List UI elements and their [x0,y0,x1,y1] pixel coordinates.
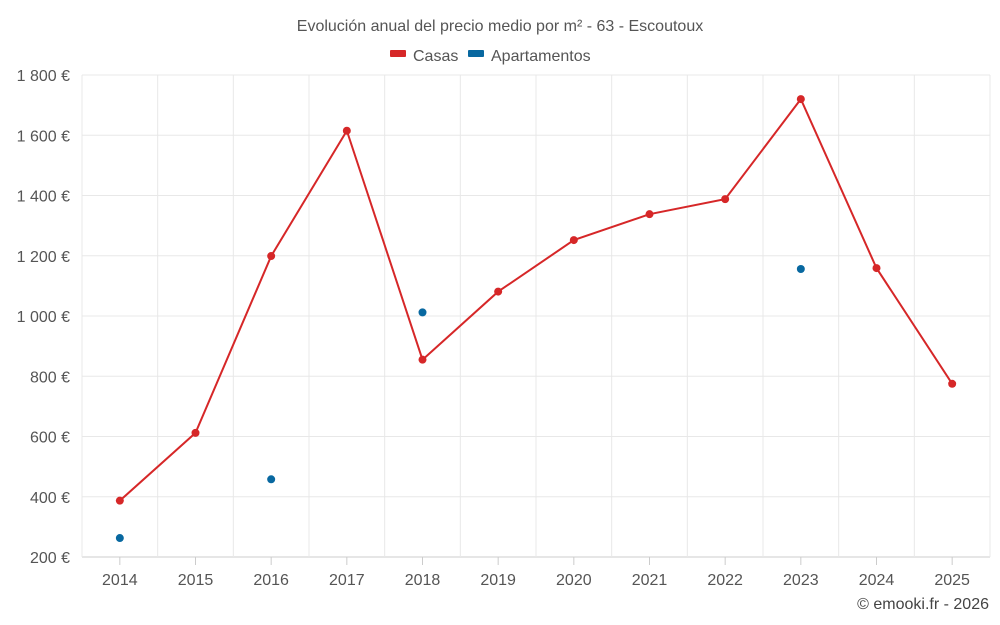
x-axis: 2014 2015 2016 2017 2018 2019 2020 2021 2022 2023… [102,557,970,589]
x-tick-label: 2014 [102,572,138,589]
x-tick-label: 2019 [480,572,516,589]
series-apartamentos [115,265,805,543]
x-tick-label: 2023 [783,572,819,589]
x-tick-label: 2020 [556,572,592,589]
y-tick-label: 200 € [30,550,70,567]
data-point [872,264,881,273]
chart-title: Evolución anual del precio medio por m² … [297,18,703,35]
credit: © emooki.fr - 2026 [857,596,989,613]
data-point [569,236,578,245]
x-tick-label: 2017 [329,572,365,589]
legend: Casas Apartamentos [390,48,591,65]
y-axis: 200 € 400 € 600 € 800 € 1 000 € 1 200 € 1 400 … [17,68,70,567]
x-tick-label: 2015 [178,572,214,589]
data-point [115,534,124,543]
data-point [267,475,276,484]
legend-swatch [468,50,484,57]
data-point [342,126,351,135]
data-point [796,95,805,104]
data-point [796,265,805,274]
legend-label: Casas [413,48,458,65]
y-tick-label: 1 800 € [17,68,70,85]
y-tick-label: 1 200 € [17,249,70,266]
data-point [418,355,427,364]
x-tick-label: 2016 [253,572,289,589]
plot-area [115,95,957,543]
series-line-casas [119,97,954,502]
data-point [418,308,427,317]
y-tick-label: 400 € [30,490,70,507]
y-tick-label: 800 € [30,369,70,386]
x-tick-label: 2024 [859,572,895,589]
data-point [948,379,957,388]
legend-item-casas: Casas [390,48,458,65]
x-tick-label: 2021 [632,572,668,589]
y-tick-label: 600 € [30,430,70,447]
legend-label: Apartamentos [491,48,591,65]
y-tick-label: 1 600 € [17,128,70,145]
x-tick-label: 2022 [707,572,743,589]
data-point [191,428,200,437]
x-tick-label: 2025 [934,572,970,589]
series-casas [115,95,957,505]
legend-item-apartamentos: Apartamentos [468,48,591,65]
data-point [115,496,124,505]
y-tick-label: 1 400 € [17,189,70,206]
x-tick-label: 2018 [405,572,441,589]
grid [81,74,991,558]
data-point [494,287,503,296]
legend-swatch [390,50,406,57]
y-tick-label: 1 000 € [17,309,70,326]
data-point [721,195,730,204]
data-point [645,210,654,219]
data-point [267,252,276,261]
